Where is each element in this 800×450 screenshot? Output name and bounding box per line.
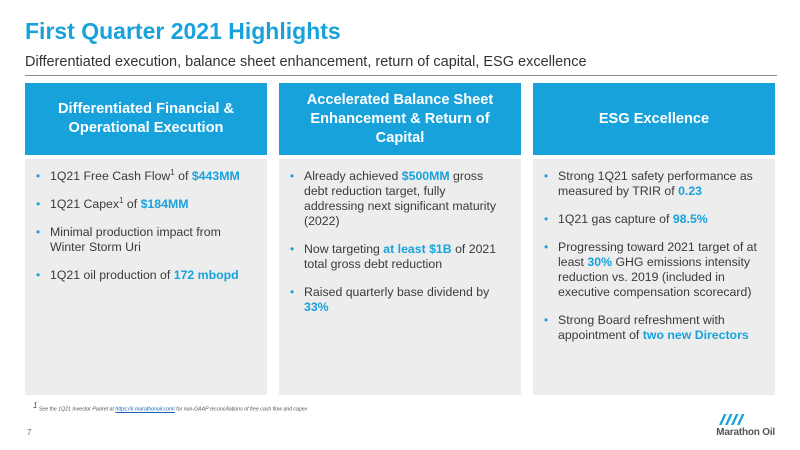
footnote-suffix: for non-GAAP reconciliations of free cas… [174,406,308,413]
highlight-value: two new Directors [642,328,749,342]
bullet-list: • 1Q21 Free Cash Flow1 of $443MM • 1Q21 Cap… [35,167,253,283]
bullet-dot-icon: • [36,225,41,239]
bullet-text: 1Q21 Capex [50,197,120,211]
column-esg: ESG Excellence • Strong 1Q21 safety perfo… [533,83,775,395]
bullet-text: Progressing toward 2021 target of at lea… [558,240,757,269]
bullet-dot-icon: • [544,212,549,226]
highlight-value: 33% [304,300,329,314]
bullet-item: • 1Q21 Free Cash Flow1 of $443MM [35,167,253,184]
highlight-value: 172 mbopd [173,268,239,282]
bullet-text: Raised quarterly base dividend by [304,285,490,299]
bullet-item: • Strong Board refreshment with appointme… [543,313,761,343]
page-number: 7 [27,428,32,437]
bullet-text: Strong Board refreshment with appointmen… [558,313,725,342]
highlight-value: $500MM [401,169,450,183]
bullet-item: • Progressing toward 2021 target of at le… [543,240,761,300]
bullet-dot-icon: • [36,169,41,183]
bullet-text: Minimal production impact from Winter St… [50,225,221,254]
highlight-value: at least $1B [383,242,452,256]
bullet-text: of 2021 total gross debt reduction [304,242,497,271]
bullet-item: • Raised quarterly base dividend by 33% [289,285,507,315]
highlight-value: $184MM [140,197,189,211]
title-divider [25,75,777,76]
bullet-text: GHG emissions intensity reduction vs. 20… [558,255,752,299]
footnote: 1 See the 1Q21 Investor Packet at https:… [33,402,308,413]
bullet-list: • Strong 1Q21 safety performance as measu… [543,169,761,343]
column-header: Differentiated Financial & Operational E… [25,83,267,155]
marathon-oil-logo: Marathon Oil [693,412,775,440]
bullet-item: • Now targeting at least $1B of 2021 tota… [289,242,507,272]
bullet-text: gross debt reduction target, fully addre… [304,169,497,228]
bullet-text: of [123,197,141,211]
bullet-text: 1Q21 oil production of [50,268,174,282]
bullet-item: • Minimal production impact from Winter S… [35,225,253,255]
bullet-text: Strong 1Q21 safety performance as measur… [558,169,753,198]
highlight-value: $443MM [191,169,240,183]
column-body: • Already achieved $500MM gross debt redu… [279,159,521,395]
bullet-dot-icon: • [36,268,41,282]
footnote-marker: 1 [33,401,38,410]
logo-wordmark: Marathon Oil [716,427,775,438]
column-balance-sheet: Accelerated Balance Sheet Enhancement & … [279,83,521,395]
highlight-value: 30% [587,255,613,269]
bullet-dot-icon: • [544,313,549,327]
investor-packet-link[interactable]: https://ir.marathonoil.com/ [115,406,175,413]
column-header: ESG Excellence [533,83,775,155]
bullet-text: Now targeting [304,242,384,256]
footnote-marker: 1 [170,167,175,177]
column-financial-operational: Differentiated Financial & Operational E… [25,83,267,395]
marathon-oil-logo-icon [719,414,745,425]
bullet-item: • Strong 1Q21 safety performance as measu… [543,169,761,199]
highlight-value: 0.23 [678,184,702,198]
bullet-item: • 1Q21 oil production of 172 mbopd [35,268,253,283]
slide-title: First Quarter 2021 Highlights [25,18,341,44]
bullet-item: • 1Q21 gas capture of 98.5% [543,212,761,227]
bullet-text: Already achieved [304,169,402,183]
footnote-marker: 1 [119,195,124,205]
bullet-item: • 1Q21 Capex1 of $184MM [35,195,253,212]
bullet-dot-icon: • [544,240,549,254]
footnote-prefix: See the 1Q21 Investor Packet at [37,406,116,413]
bullet-dot-icon: • [290,169,295,183]
bullet-dot-icon: • [36,197,41,211]
bullet-text: 1Q21 gas capture of [558,212,673,226]
slide-subtitle: Differentiated execution, balance sheet … [25,54,587,70]
bullet-dot-icon: • [290,242,295,256]
bullet-list: • Already achieved $500MM gross debt redu… [289,169,507,315]
bullet-text: of [174,169,192,183]
column-header: Accelerated Balance Sheet Enhancement & … [279,83,521,155]
column-body: • 1Q21 Free Cash Flow1 of $443MM • 1Q21 Cap… [25,159,267,395]
bullet-text: 1Q21 Free Cash Flow [50,169,171,183]
bullet-dot-icon: • [290,285,295,299]
highlight-value: 98.5% [672,212,708,226]
column-body: • Strong 1Q21 safety performance as measu… [533,159,775,395]
bullet-dot-icon: • [544,169,549,183]
bullet-item: • Already achieved $500MM gross debt redu… [289,169,507,229]
highlights-columns: Differentiated Financial & Operational E… [25,83,775,395]
